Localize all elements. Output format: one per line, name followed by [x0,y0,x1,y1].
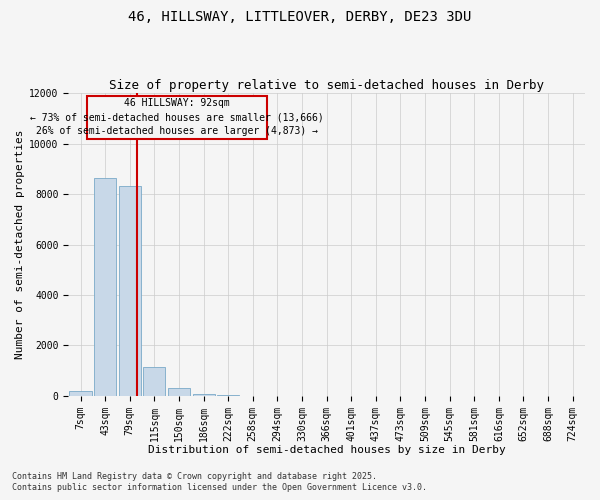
Text: 46, HILLSWAY, LITTLEOVER, DERBY, DE23 3DU: 46, HILLSWAY, LITTLEOVER, DERBY, DE23 3D… [128,10,472,24]
X-axis label: Distribution of semi-detached houses by size in Derby: Distribution of semi-detached houses by … [148,445,506,455]
Bar [70,391,92,396]
Text: Contains HM Land Registry data © Crown copyright and database right 2025.
Contai: Contains HM Land Registry data © Crown c… [12,472,427,492]
Text: 46 HILLSWAY: 92sqm
← 73% of semi-detached houses are smaller (13,666)
26% of sem: 46 HILLSWAY: 92sqm ← 73% of semi-detache… [31,98,324,136]
Y-axis label: Number of semi-detached properties: Number of semi-detached properties [15,130,25,360]
Title: Size of property relative to semi-detached houses in Derby: Size of property relative to semi-detach… [109,79,544,92]
Bar [193,394,215,396]
Bar [168,388,190,396]
Bar [143,367,166,396]
Bar [119,186,141,396]
FancyBboxPatch shape [88,96,267,138]
Bar [94,178,116,396]
